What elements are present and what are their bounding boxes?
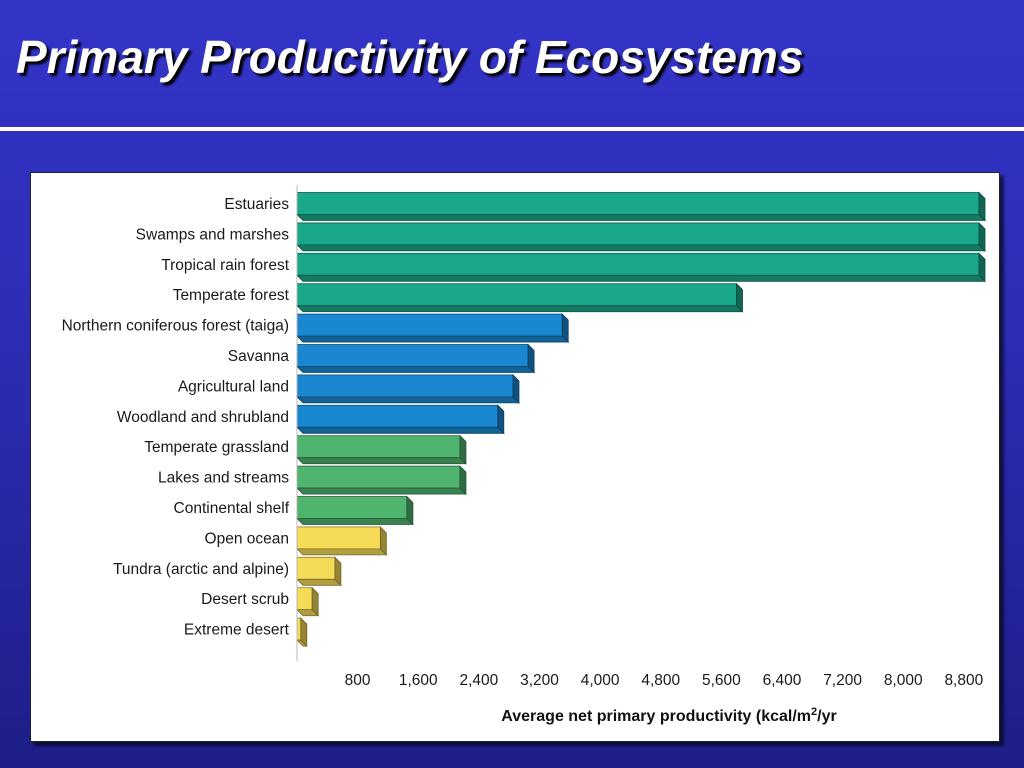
category-label-woodland-and-shrubland: Woodland and shrubland xyxy=(117,409,289,426)
bar-continental-shelf xyxy=(296,495,414,526)
category-label-lakes-and-streams: Lakes and streams xyxy=(158,470,289,487)
x-axis-label: Average net primary productivity (kcal/m… xyxy=(501,706,836,725)
category-label-tundra-arctic-and-alpine: Tundra (arctic and alpine) xyxy=(113,561,289,578)
x-tick-4800: 4,800 xyxy=(641,672,680,689)
x-tick-7200: 7,200 xyxy=(823,672,862,689)
bar-agricultural-land xyxy=(296,373,520,404)
x-tick-1600: 1,600 xyxy=(399,672,438,689)
chart-panel: Estuaries Swamps and marshes Tropical rain… xyxy=(30,172,1000,742)
category-label-tropical-rain-forest: Tropical rain forest xyxy=(161,257,289,274)
x-tick-3200: 3,200 xyxy=(520,672,559,689)
bar-swamps-and-marshes xyxy=(296,221,986,252)
x-tick-8800: 8,800 xyxy=(944,672,983,689)
category-label-desert-scrub: Desert scrub xyxy=(201,591,289,608)
bar-open-ocean xyxy=(296,525,388,556)
bar-tundra-arctic-and-alpine xyxy=(296,556,342,587)
x-tick-5600: 5,600 xyxy=(702,672,741,689)
bar-tropical-rain-forest xyxy=(296,252,986,283)
bar-extreme-desert xyxy=(296,617,308,648)
category-label-continental-shelf: Continental shelf xyxy=(174,500,290,517)
bar-lakes-and-streams xyxy=(296,465,467,496)
title-divider xyxy=(0,127,1024,131)
category-labels: Estuaries Swamps and marshes Tropical rain… xyxy=(62,196,290,639)
category-label-swamps-and-marshes: Swamps and marshes xyxy=(136,226,290,243)
bar-temperate-grassland xyxy=(296,434,467,465)
category-label-open-ocean: Open ocean xyxy=(205,530,289,547)
bars-layer xyxy=(296,191,986,648)
bar-estuaries xyxy=(296,191,986,222)
x-tick-2400: 2,400 xyxy=(459,672,498,689)
category-label-savanna: Savanna xyxy=(228,348,290,365)
x-tick-800: 800 xyxy=(345,672,371,689)
category-label-temperate-grassland: Temperate grassland xyxy=(144,439,289,456)
bar-temperate-forest xyxy=(296,282,744,313)
productivity-bar-chart: Estuaries Swamps and marshes Tropical rain… xyxy=(62,185,986,725)
bar-savanna xyxy=(296,343,536,374)
x-tick-8000: 8,000 xyxy=(884,672,923,689)
bar-northern-coniferous-forest-taiga xyxy=(296,313,570,344)
category-label-temperate-forest: Temperate forest xyxy=(173,287,290,304)
x-tick-4000: 4,000 xyxy=(581,672,620,689)
bar-woodland-and-shrubland xyxy=(296,404,505,435)
category-label-northern-coniferous-forest-taiga: Northern coniferous forest (taiga) xyxy=(62,318,289,335)
bar-desert-scrub xyxy=(296,586,320,617)
x-tick-labels: 800 1,600 2,400 3,200 4,000 4,800 5,600 6,400 7,… xyxy=(345,672,984,689)
category-label-estuaries: Estuaries xyxy=(224,196,289,213)
category-label-extreme-desert: Extreme desert xyxy=(184,622,290,639)
category-label-agricultural-land: Agricultural land xyxy=(178,378,289,395)
slide-title: Primary Productivity of Ecosystems xyxy=(16,31,804,83)
x-tick-6400: 6,400 xyxy=(763,672,802,689)
